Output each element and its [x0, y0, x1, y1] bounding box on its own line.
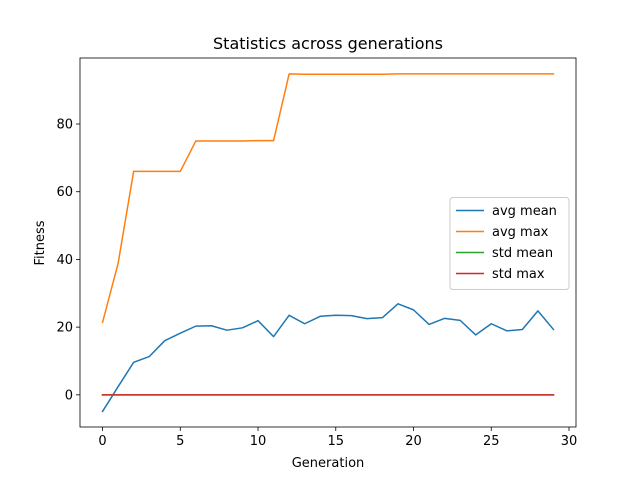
x-tick-label: 5 — [176, 434, 184, 449]
x-axis-label: Generation — [292, 456, 365, 471]
y-tick-label: 80 — [56, 118, 73, 133]
x-tick-label: 20 — [405, 434, 422, 449]
y-tick-label: 20 — [56, 321, 73, 336]
chart-title: Statistics across generations — [213, 34, 443, 53]
plot-area — [79, 57, 577, 428]
legend-label-std-mean: std mean — [492, 246, 553, 261]
x-tick-label: 25 — [483, 434, 500, 449]
legend: avg mean avg max std mean std max — [449, 197, 570, 290]
x-tick-label: 30 — [561, 434, 578, 449]
y-tick-label: 60 — [56, 185, 73, 200]
x-tick-label: 10 — [250, 434, 267, 449]
y-tick-label: 40 — [56, 253, 73, 268]
series-line-avg-mean — [101, 303, 555, 413]
legend-box — [449, 197, 570, 290]
legend-label-avg-mean: avg mean — [492, 204, 557, 219]
y-axis-label: Fitness — [33, 220, 48, 265]
x-tick-label: 15 — [328, 434, 345, 449]
legend-label-std-max: std max — [492, 267, 545, 282]
y-axis: 0 20 40 60 80 — [56, 118, 80, 403]
y-tick-label: 0 — [65, 388, 73, 403]
series-line-avg-max — [101, 73, 555, 324]
legend-label-avg-max: avg max — [492, 225, 549, 240]
plot-frame — [79, 57, 577, 428]
x-axis: 0 5 10 15 20 25 30 — [98, 427, 577, 449]
x-tick-label: 0 — [98, 434, 106, 449]
